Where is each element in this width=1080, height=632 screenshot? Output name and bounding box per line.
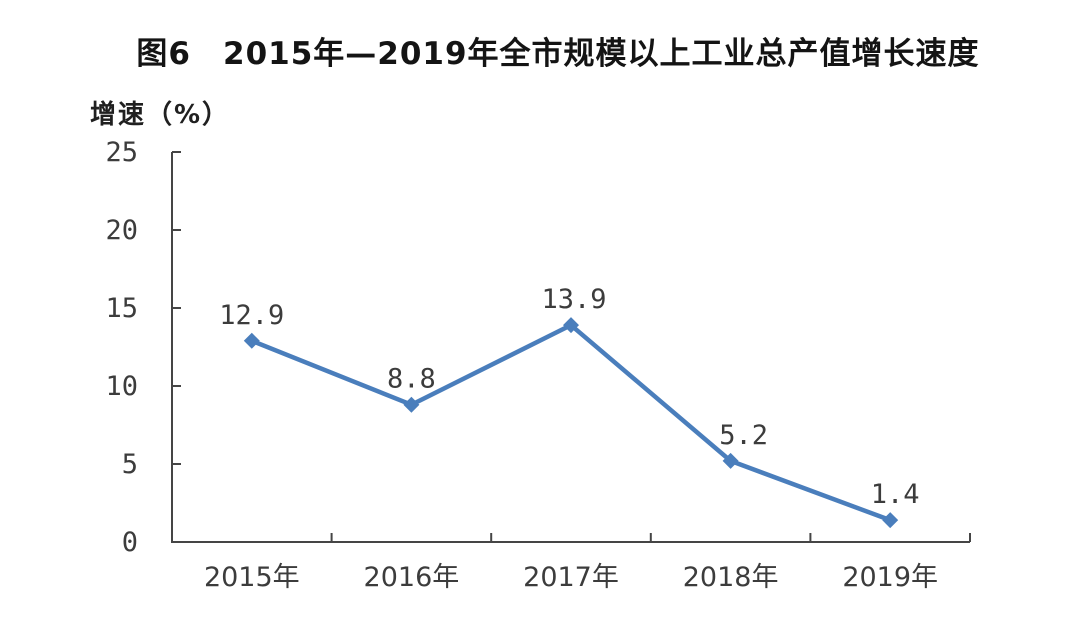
x-tick-label: 2015年 — [204, 562, 300, 593]
data-label: 8.8 — [387, 364, 436, 395]
x-tick-label: 2019年 — [842, 562, 938, 593]
y-tick-label: 5 — [122, 449, 138, 480]
x-tick-label: 2016年 — [364, 562, 460, 593]
y-tick-label: 0 — [122, 527, 138, 558]
x-tick-label: 2018年 — [683, 562, 779, 593]
data-label: 5.2 — [719, 420, 768, 451]
y-axis-title: 增速（%） — [90, 100, 231, 130]
y-tick-label: 15 — [105, 293, 138, 324]
chart-title: 图6 2015年—2019年全市规模以上工业总产值增长速度 — [18, 28, 1080, 73]
data-line — [249, 322, 893, 523]
data-point-2015年[interactable] — [243, 332, 260, 349]
axis-lines — [171, 152, 970, 543]
chart-title-text: 2015年—2019年全市规模以上工业总产值增长速度 — [223, 36, 980, 72]
data-label: 12.9 — [219, 300, 284, 331]
data-label: 13.9 — [541, 284, 606, 315]
y-tick-label: 20 — [105, 215, 138, 246]
y-tick-label: 25 — [105, 137, 138, 168]
y-tick-label: 10 — [105, 371, 138, 402]
x-tick-label: 2017年 — [523, 562, 619, 593]
data-point-2019年[interactable] — [882, 512, 899, 529]
figure-number-label: 图6 — [136, 36, 191, 72]
data-point-2018年[interactable] — [722, 452, 739, 469]
data-point-2016年[interactable] — [403, 396, 420, 413]
data-label: 1.4 — [871, 479, 920, 510]
data-point-2017年[interactable] — [563, 317, 579, 334]
